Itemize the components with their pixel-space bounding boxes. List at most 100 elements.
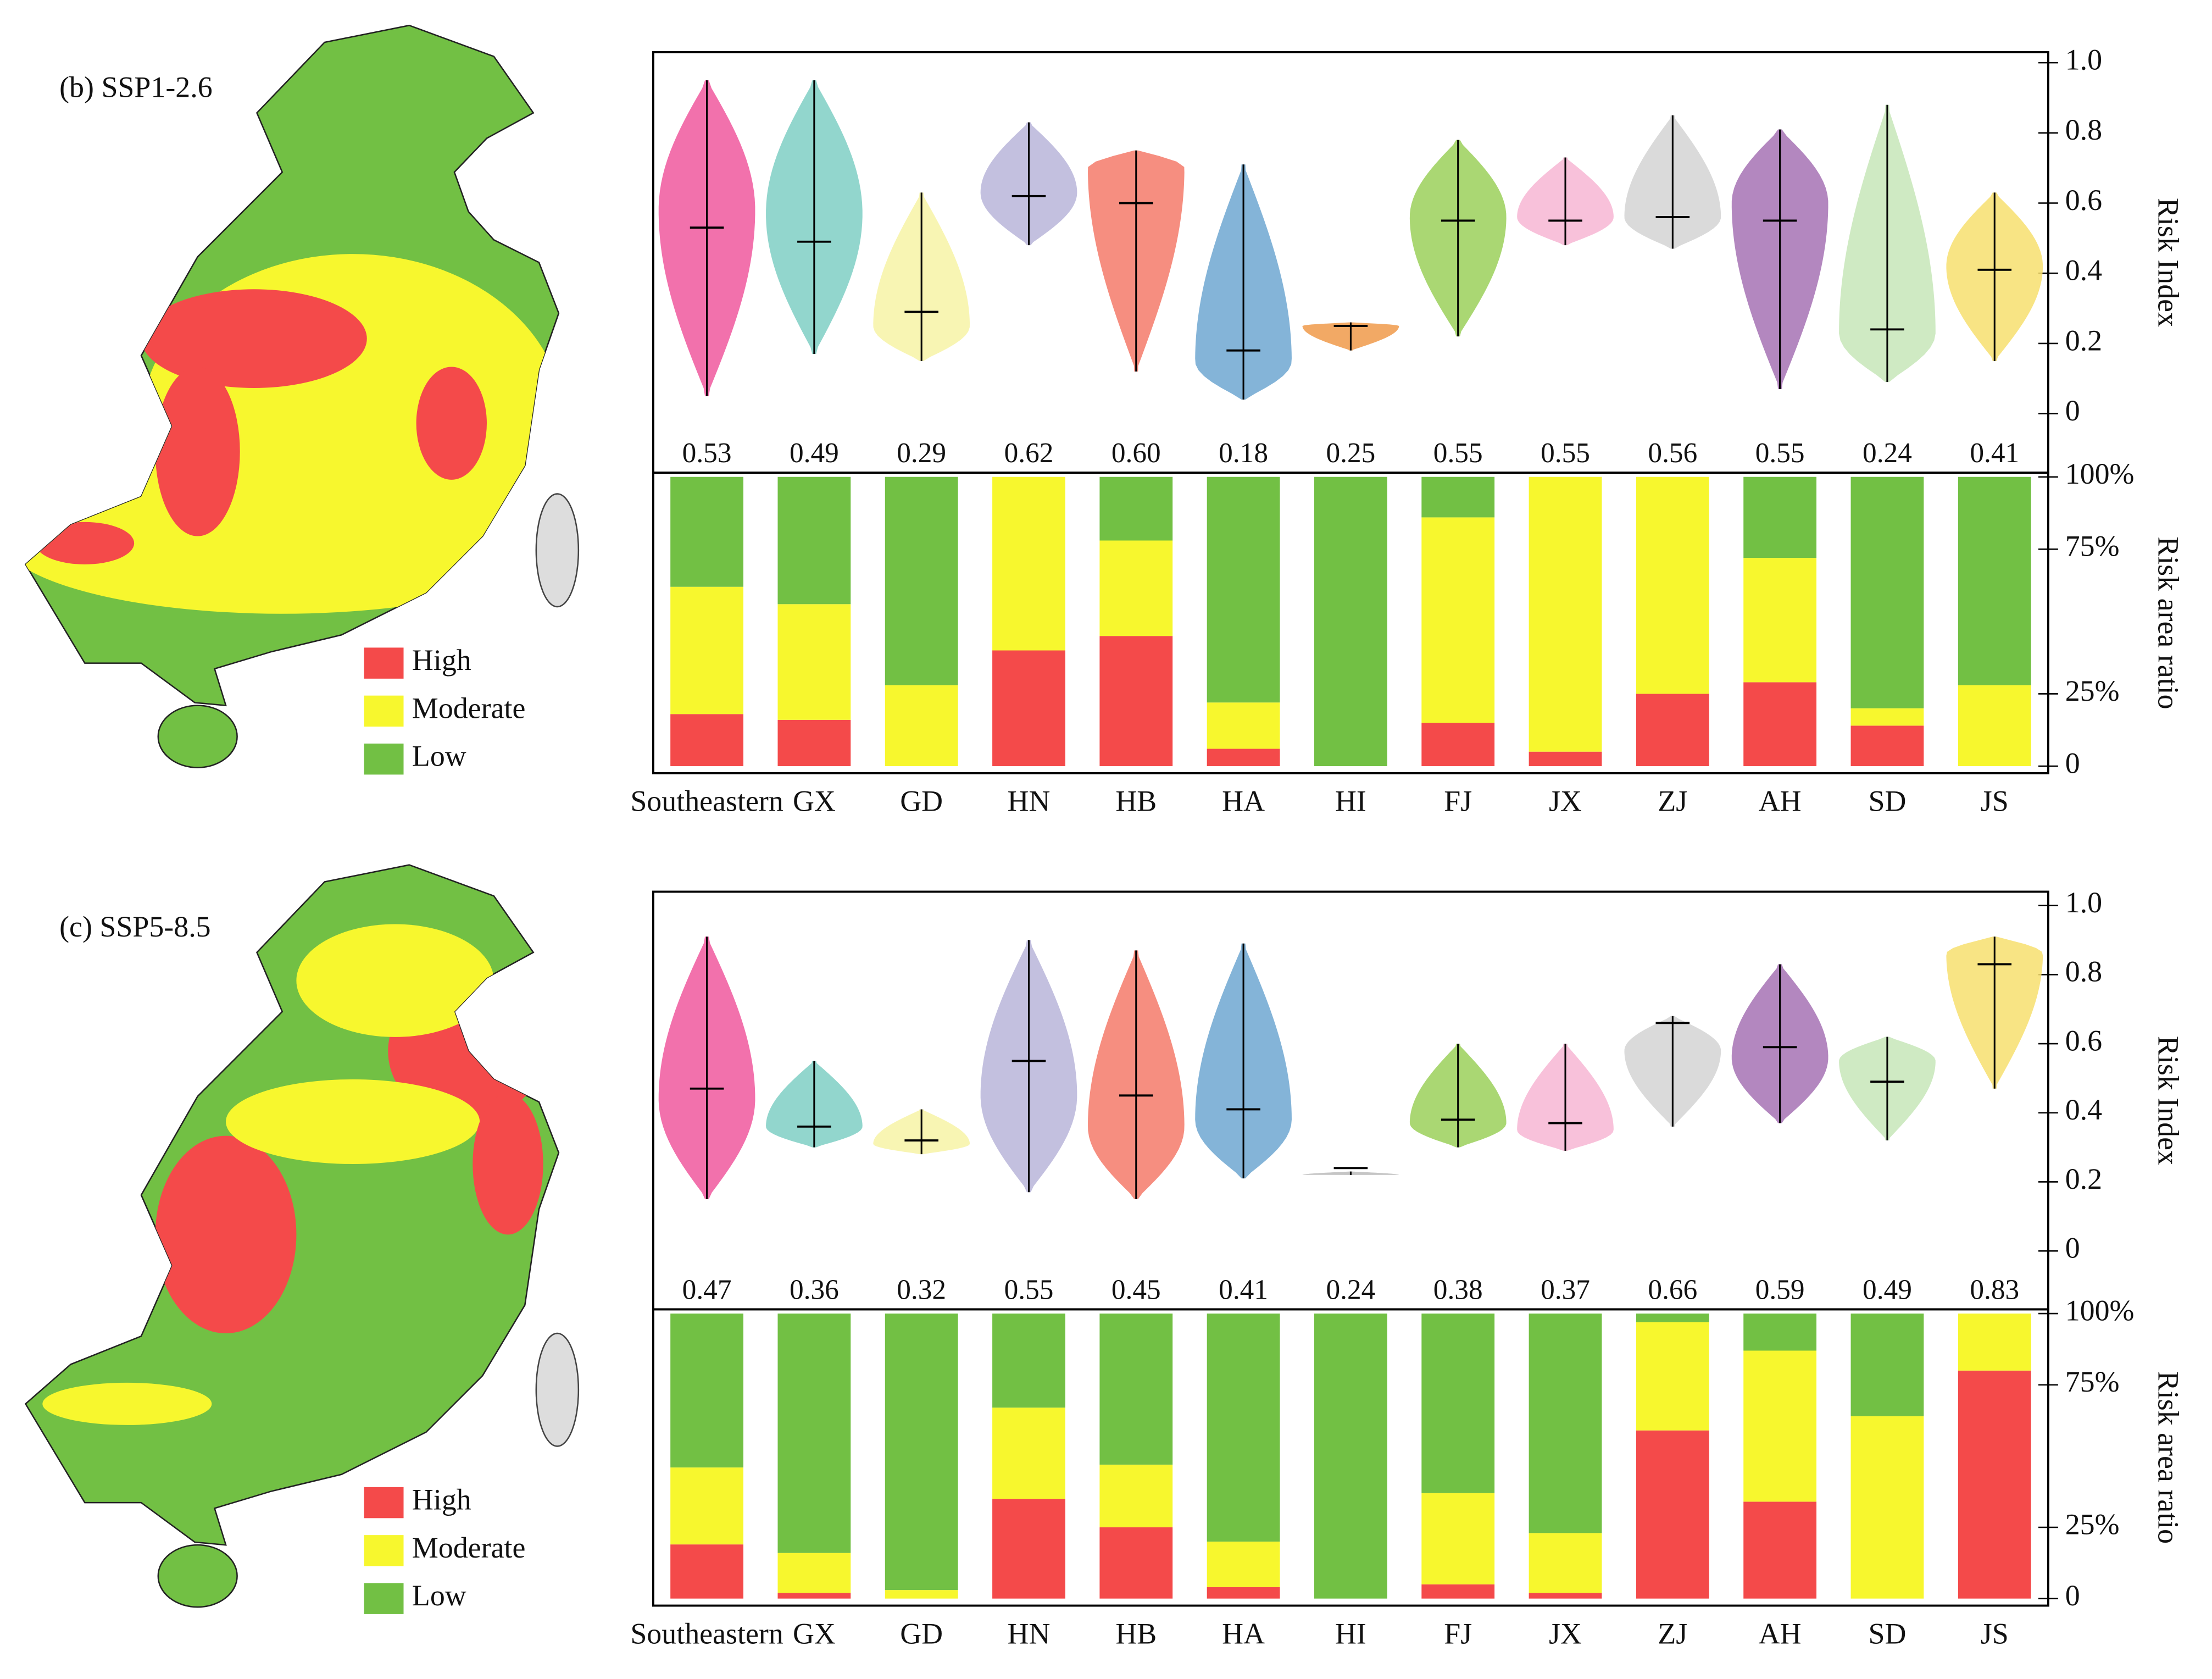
bar-segment [885, 1314, 958, 1591]
bar-segment [1529, 1314, 1602, 1533]
x-tick-label: HI [1335, 785, 1366, 818]
legend-label: High [412, 644, 471, 677]
y-tick-label: 0 [2065, 1232, 2080, 1265]
y-tick-label: 1.0 [2065, 43, 2102, 76]
plot-frame [652, 890, 2049, 1311]
bar-segment [670, 476, 743, 587]
x-tick-label: HB [1115, 1617, 1157, 1650]
x-tick-label: AH [1759, 785, 1802, 818]
value-label: 0.56 [1648, 437, 1697, 469]
plot-frame [652, 1308, 2049, 1607]
y-tick-label: 75% [2065, 530, 2120, 563]
bar-segment [885, 476, 958, 685]
legend-swatch [364, 647, 404, 679]
map-b [24, 24, 580, 768]
bar-segment [1529, 476, 1602, 752]
value-label: 0.24 [1326, 1274, 1375, 1305]
bar-segment [670, 1467, 743, 1545]
y-tick-label: 0.2 [2065, 324, 2102, 357]
bar-segment [1958, 476, 2031, 685]
y-tick-label: 0.6 [2065, 184, 2102, 217]
x-tick-label: ZJ [1658, 785, 1687, 818]
bar-segment [777, 604, 851, 720]
bar-segment [670, 586, 743, 714]
bar-segment [777, 476, 851, 605]
bar-segment [670, 1544, 743, 1599]
y-tick-label: 100% [2065, 457, 2135, 490]
x-tick-label: JX [1549, 785, 1582, 818]
bar-segment [1207, 476, 1280, 703]
value-label: 0.41 [1219, 1274, 1268, 1305]
legend-label: Low [412, 740, 466, 773]
bar-segment [1636, 1322, 1709, 1431]
bar-segment [1636, 1430, 1709, 1599]
bar-segment [1099, 1527, 1173, 1599]
panel-title: (b) SSP1-2.6 [59, 71, 213, 104]
bar-segment [777, 719, 851, 767]
value-label: 0.66 [1648, 1274, 1697, 1305]
x-tick-label: HI [1335, 1617, 1366, 1650]
bar-segment [777, 1593, 851, 1599]
bar-segment [1099, 636, 1173, 767]
bar-segment [1421, 723, 1495, 767]
value-label: 0.55 [1755, 437, 1805, 469]
legend-swatch [364, 743, 404, 775]
value-label: 0.18 [1219, 437, 1268, 469]
bar-segment [1958, 1314, 2031, 1371]
value-label: 0.49 [1863, 1274, 1912, 1305]
value-label: 0.32 [897, 1274, 946, 1305]
bar-segment [1850, 476, 1924, 708]
bar-segment [1636, 476, 1709, 694]
x-tick-label: JX [1549, 1617, 1582, 1650]
y-tick-label: 0.2 [2065, 1162, 2102, 1195]
y-axis-title: Risk area ratio [2152, 536, 2185, 709]
value-label: 0.29 [897, 437, 946, 469]
x-tick-label: JS [1981, 1617, 2009, 1650]
bar-segment [670, 1314, 743, 1468]
x-tick-label: FJ [1444, 785, 1472, 818]
bar-segment [1958, 685, 2031, 767]
x-tick-label: FJ [1444, 1617, 1472, 1650]
bar-segment [1099, 1464, 1173, 1528]
x-tick-label: GX [793, 1617, 836, 1650]
value-label: 0.37 [1541, 1274, 1590, 1305]
bar-segment [1529, 1593, 1602, 1599]
bar-segment [1421, 476, 1495, 518]
x-tick-label: ZJ [1658, 1617, 1687, 1650]
legend-swatch [364, 1583, 404, 1614]
x-tick-label: HB [1115, 785, 1157, 818]
value-label: 0.25 [1326, 437, 1375, 469]
bar-segment [1850, 708, 1924, 726]
panel-title: (c) SSP5-8.5 [59, 910, 211, 943]
y-tick-label: 25% [2065, 674, 2120, 707]
bar-segment [1421, 1584, 1495, 1599]
bar-segment [992, 1499, 1065, 1599]
value-label: 0.41 [1970, 437, 2019, 469]
y-tick-label: 0.6 [2065, 1024, 2102, 1057]
bar-segment [1421, 1493, 1495, 1584]
y-axis-title: Risk Index [2152, 1036, 2185, 1165]
value-label: 0.55 [1541, 437, 1590, 469]
bar-segment [1529, 1533, 1602, 1593]
y-tick-label: 100% [2065, 1294, 2135, 1327]
bar-segment [992, 476, 1065, 651]
bar-segment [1636, 1314, 1709, 1322]
y-axis-title: Risk Index [2152, 198, 2185, 327]
x-tick-label: AH [1759, 1617, 1802, 1650]
x-tick-label: GX [793, 785, 836, 818]
bar-segment [1207, 1541, 1280, 1587]
y-axis-title: Risk area ratio [2152, 1371, 2185, 1544]
bar-segment [1850, 1416, 1924, 1599]
value-label: 0.55 [1004, 1274, 1054, 1305]
y-tick-label: 0 [2065, 394, 2080, 427]
x-tick-label: SD [1868, 785, 1906, 818]
bar-segment [1743, 1350, 1817, 1502]
bar-segment [1743, 1314, 1817, 1351]
legend-label: Moderate [412, 1531, 526, 1564]
bar-segment [1743, 476, 1817, 558]
bar-segment [1850, 725, 1924, 767]
x-tick-label: GD [900, 1617, 943, 1650]
y-tick-label: 0.8 [2065, 955, 2102, 988]
x-tick-label: HN [1008, 1617, 1051, 1650]
